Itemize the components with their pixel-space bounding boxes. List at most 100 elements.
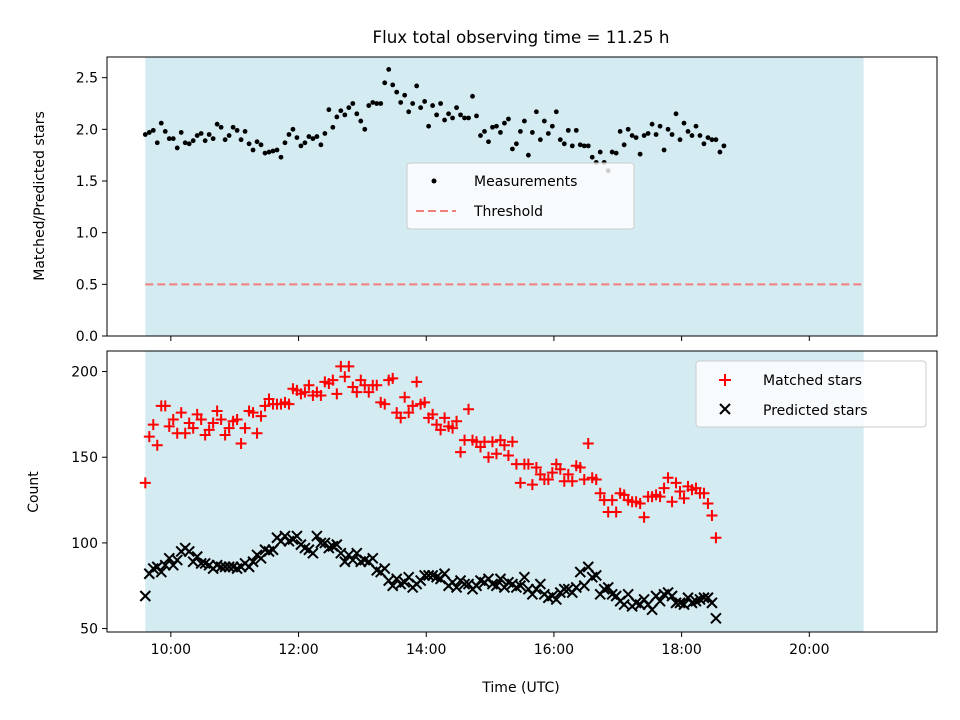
matched-star-marker	[590, 474, 602, 486]
measurement-point	[589, 154, 595, 160]
predicted-star-marker	[379, 562, 391, 575]
measurement-point	[202, 138, 208, 144]
matched-star-marker	[351, 386, 363, 398]
matched-star-marker	[654, 491, 666, 503]
top-y-ticks: 0.0 0.5 1.0 1.5 2.0 2.5	[76, 71, 107, 345]
predicted-star-marker	[514, 580, 527, 592]
measurement-point	[701, 141, 707, 147]
measurement-point	[354, 111, 360, 117]
measurement-point	[154, 140, 160, 146]
matched-star-marker	[187, 422, 199, 434]
matched-star-marker	[439, 412, 451, 424]
measurement-point	[246, 141, 252, 147]
measurement-point	[262, 150, 268, 156]
predicted-star-marker	[171, 554, 183, 566]
measurement-point	[557, 137, 563, 143]
matched-star-marker	[235, 438, 247, 450]
bottom-legend-box	[695, 360, 927, 428]
measurement-point	[254, 139, 260, 145]
measurement-point	[418, 105, 424, 111]
measurement-point	[146, 130, 152, 135]
top-y-tick-label: 2.0	[76, 122, 98, 138]
matched-star-marker	[419, 396, 431, 408]
measurement-point	[585, 143, 591, 149]
matched-star-marker	[159, 400, 171, 412]
measurement-point	[454, 105, 459, 111]
matched-star-marker	[610, 506, 622, 518]
matched-star-marker	[387, 372, 399, 384]
matched-star-marker	[482, 451, 494, 463]
predicted-star-marker	[558, 583, 571, 595]
measurement-point	[222, 137, 228, 143]
measurement-point	[653, 132, 659, 137]
measurement-point	[681, 120, 687, 126]
top-y-tick-label: 0.0	[76, 329, 98, 345]
measurement-point	[665, 126, 671, 132]
matched-star-marker	[211, 405, 223, 417]
measurement-point	[518, 129, 523, 134]
matched-star-marker	[498, 439, 510, 451]
predicted-star-markers	[139, 530, 722, 625]
measurement-point	[290, 126, 296, 132]
top-y-tick-label: 1.5	[76, 174, 98, 190]
measurement-point	[462, 115, 467, 121]
measurement-point	[450, 115, 455, 121]
measurement-point	[174, 145, 180, 151]
matched-star-marker	[447, 422, 459, 434]
measurement-point	[458, 112, 463, 118]
measurement-point	[637, 151, 643, 157]
legend-matched-label: Matched stars	[763, 373, 862, 389]
measurement-point	[577, 142, 583, 148]
matched-star-marker	[147, 419, 159, 431]
matched-star-marker	[343, 360, 355, 372]
x-tick-label: 14:00	[406, 642, 446, 658]
measurement-point	[302, 140, 308, 146]
x-axis-label: Time (UTC)	[481, 680, 559, 696]
measurement-point	[685, 129, 691, 134]
measurement-point	[689, 133, 695, 138]
measurement-point	[625, 126, 631, 132]
measurement-point	[170, 136, 176, 142]
measurement-point	[410, 101, 416, 106]
measurement-point	[565, 127, 571, 133]
predicted-star-marker	[183, 545, 195, 558]
matched-star-marker	[299, 386, 311, 398]
measurement-point	[210, 136, 216, 142]
measurement-point	[346, 105, 352, 111]
measurement-point	[198, 131, 204, 136]
measurement-point	[318, 142, 324, 148]
measurement-point	[374, 101, 380, 106]
matched-star-marker	[371, 379, 383, 391]
matched-star-marker	[546, 467, 558, 479]
measurement-point	[242, 129, 248, 134]
measurement-point	[649, 121, 655, 127]
matched-star-marker	[255, 410, 267, 422]
measurement-point	[342, 112, 348, 118]
matched-star-marker	[435, 424, 447, 436]
measurement-point	[150, 127, 156, 133]
measurement-point	[486, 139, 491, 145]
matched-star-marker	[674, 486, 686, 497]
predicted-star-marker	[450, 581, 463, 594]
measurement-point	[330, 124, 336, 130]
matched-star-marker	[223, 422, 235, 434]
matched-star-marker	[455, 446, 467, 458]
measurement-point	[709, 137, 715, 143]
measurement-point	[510, 146, 515, 152]
measurement-point	[178, 130, 184, 135]
matched-star-marker	[143, 431, 155, 443]
matched-star-marker	[331, 388, 343, 400]
matched-star-marker	[403, 407, 415, 419]
predicted-star-marker	[494, 573, 507, 585]
matched-star-marker	[578, 474, 590, 486]
matched-star-marker	[175, 407, 187, 419]
matched-star-marker	[606, 494, 618, 506]
measurement-point	[705, 135, 711, 141]
predicted-star-marker	[139, 590, 152, 602]
measurement-point	[402, 92, 408, 98]
measurement-point	[721, 143, 727, 149]
measurement-point	[434, 112, 440, 118]
measurement-point	[394, 89, 400, 95]
predicted-star-marker	[590, 569, 602, 582]
